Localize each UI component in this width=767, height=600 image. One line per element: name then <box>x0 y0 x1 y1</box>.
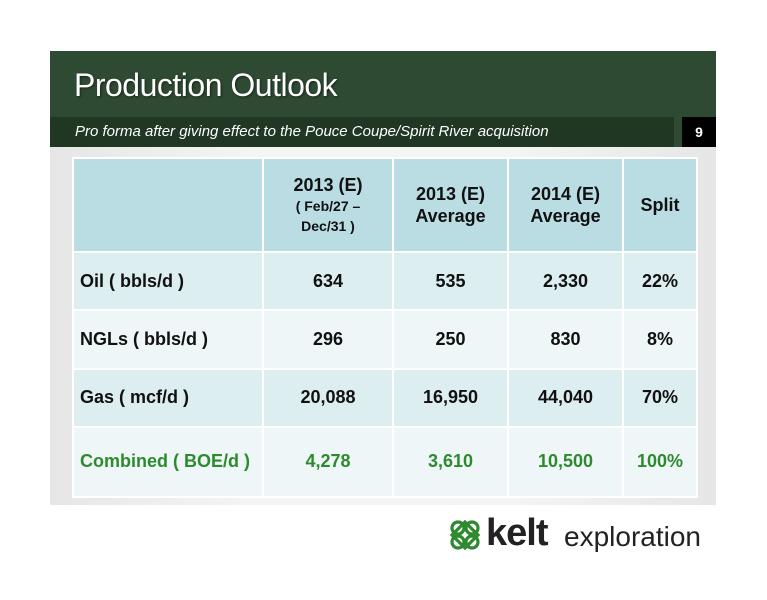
header-cell-2014-average: 2014 (E) Average <box>507 156 624 254</box>
table-header-row: 2013 (E) ( Feb/27 – Dec/31 ) 2013 (E) Aver… <box>72 156 698 254</box>
slide-subtitle: Pro forma after giving effect to the Pou… <box>75 123 549 140</box>
table-cell: 16,950 <box>392 367 509 428</box>
table-row: Gas ( mcf/d ) 20,088 16,950 44,040 70% <box>72 367 698 428</box>
row-label-combined: Combined ( BOE/d ) <box>72 425 264 499</box>
table-cell: 296 <box>262 309 394 370</box>
celtic-knot-icon <box>449 519 481 551</box>
table-cell: 2,330 <box>507 251 624 312</box>
header-line: 2013 (E) <box>293 174 363 195</box>
row-label-ngls: NGLs ( bbls/d ) <box>72 309 264 370</box>
slide-header: Production Outlook Pro forma after givin… <box>50 51 716 147</box>
table-cell: 70% <box>622 367 698 428</box>
table-cell: 535 <box>392 251 509 312</box>
table-cell: 3,610 <box>392 425 509 499</box>
table-cell: 22% <box>622 251 698 312</box>
subtitle-bar: Pro forma after giving effect to the Pou… <box>50 117 674 147</box>
table-cell: 44,040 <box>507 367 624 428</box>
header-cell-empty <box>72 156 264 254</box>
kelt-logo: kelt exploration <box>448 512 701 558</box>
row-label-gas: Gas ( mcf/d ) <box>72 367 264 428</box>
header-cell-2013-partial: 2013 (E) ( Feb/27 – Dec/31 ) <box>262 156 394 254</box>
table-cell: 10,500 <box>507 425 624 499</box>
table-row-combined: Combined ( BOE/d ) 4,278 3,610 10,500 10… <box>72 425 698 499</box>
table-cell: 830 <box>507 309 624 370</box>
table-cell: 100% <box>622 425 698 499</box>
logo-wordmark-bold: kelt <box>486 512 548 554</box>
table-cell: 250 <box>392 309 509 370</box>
logo-wordmark-light: exploration <box>564 521 701 552</box>
page-number: 9 <box>682 117 716 147</box>
table-row: NGLs ( bbls/d ) 296 250 830 8% <box>72 309 698 370</box>
content-panel: 2013 (E) ( Feb/27 – Dec/31 ) 2013 (E) Aver… <box>50 147 716 505</box>
production-table: 2013 (E) ( Feb/27 – Dec/31 ) 2013 (E) Aver… <box>72 156 698 499</box>
table-cell: 634 <box>262 251 394 312</box>
table-cell: 8% <box>622 309 698 370</box>
table-cell: 4,278 <box>262 425 394 499</box>
slide-title: Production Outlook <box>74 67 338 103</box>
header-subline: ( Feb/27 – Dec/31 ) <box>295 198 361 235</box>
row-label-oil: Oil ( bbls/d ) <box>72 251 264 312</box>
table-row: Oil ( bbls/d ) 634 535 2,330 22% <box>72 251 698 312</box>
header-cell-2013-average: 2013 (E) Average <box>392 156 509 254</box>
header-cell-split: Split <box>622 156 698 254</box>
table-cell: 20,088 <box>262 367 394 428</box>
